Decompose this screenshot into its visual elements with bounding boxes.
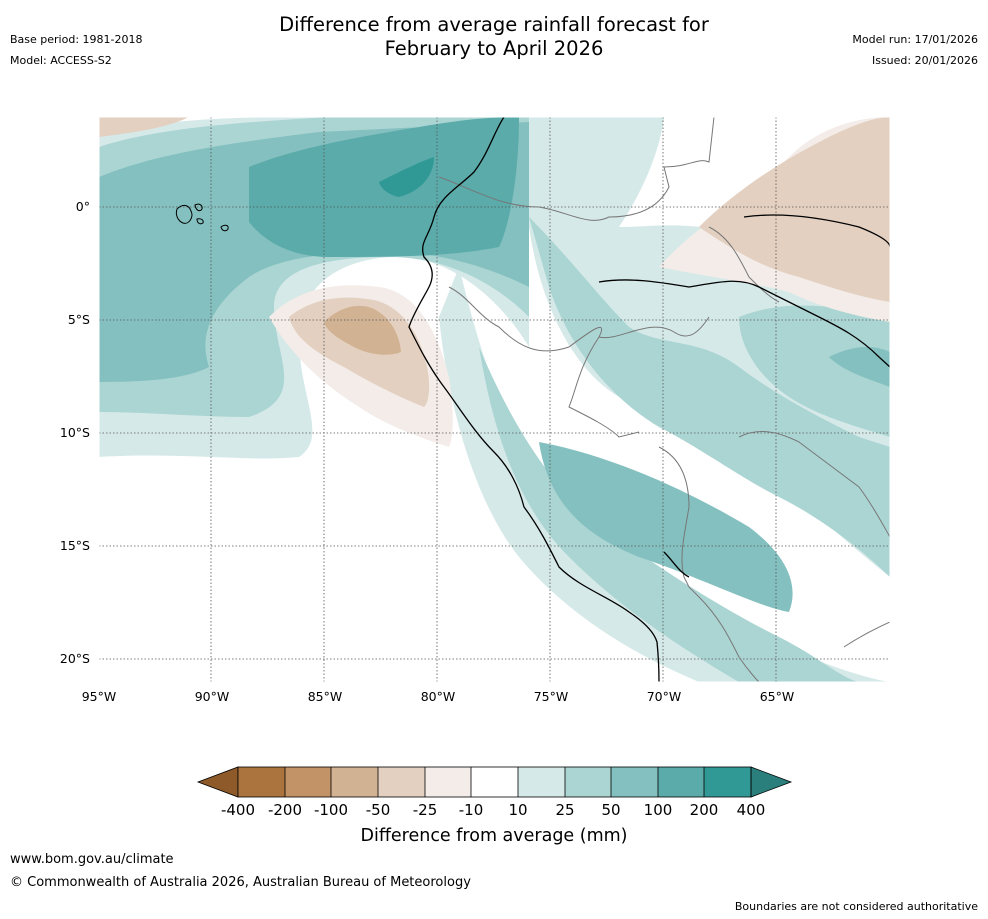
- colorbar-label: 25: [555, 801, 575, 819]
- colorbar-swatch-400-200: [238, 767, 285, 797]
- dry-zone-25-50-peru: [289, 297, 430, 407]
- title-line-1: Difference from average rainfall forecas…: [279, 13, 709, 36]
- model-name: Model: ACCESS-S2: [10, 54, 112, 67]
- wet-zone-50-100-east: [829, 347, 890, 387]
- colorbar-label: -400: [220, 801, 256, 819]
- lon-label-80w: 80°W: [420, 689, 456, 704]
- right-meta: Model run: 17/01/2026 Issued: 20/01/2026: [852, 33, 978, 67]
- lat-label-10s: 10°S: [59, 425, 90, 440]
- boundary-disclaimer: Boundaries are not considered authoritat…: [734, 900, 978, 913]
- left-meta: Base period: 1981-2018 Model: ACCESS-S2: [10, 33, 142, 67]
- lon-label-85w: 85°W: [307, 689, 343, 704]
- lat-label-20s: 20°S: [59, 651, 90, 666]
- lon-label-90w: 90°W: [194, 689, 230, 704]
- colorbar-label: 10: [508, 801, 528, 819]
- wet-zone-25-50-east-right: [739, 305, 890, 437]
- wet-zone-50-100-south: [539, 442, 793, 612]
- wet-zone-200-400-pacific: [379, 157, 434, 197]
- lat-label-5s: 5°S: [67, 312, 90, 327]
- colorbar-label: -50: [365, 801, 391, 819]
- lon-label-65w: 65°W: [759, 689, 795, 704]
- lat-label-0: 0°: [75, 199, 90, 214]
- map-title: Difference from average rainfall forecas…: [0, 13, 988, 61]
- colorbar-label: -10: [458, 801, 484, 819]
- colorbar-swatch-200-400: [704, 767, 751, 797]
- wet-zone-10-25-south: [439, 267, 890, 682]
- galapagos-islands: [175, 203, 229, 232]
- lat-label-15s: 15°S: [59, 538, 90, 553]
- colorbar-label: 50: [601, 801, 621, 819]
- website-link[interactable]: www.bom.gov.au/climate: [10, 852, 174, 867]
- wet-zone-25-50-south: [479, 347, 859, 682]
- model-run: Model run: 17/01/2026: [852, 33, 978, 46]
- colorbar-swatch-100-200: [658, 767, 704, 797]
- colorbar-swatch-25-50: [565, 767, 611, 797]
- base-period: Base period: 1981-2018: [10, 33, 143, 46]
- colorbar-swatch-10-25: [518, 767, 565, 797]
- colorbar-swatch-10-10: [471, 767, 518, 797]
- title-line-2: February to April 2026: [384, 37, 604, 60]
- colorbar: [196, 766, 793, 798]
- colorbar-label: 100: [643, 801, 673, 819]
- colorbar-swatch-50-100: [611, 767, 658, 797]
- colorbar-label: -100: [313, 801, 349, 819]
- lon-label-75w: 75°W: [533, 689, 569, 704]
- graticule: [99, 117, 890, 682]
- copyright-notice: © Commonwealth of Australia 2026, Austra…: [10, 875, 471, 890]
- wet-zone-25-50-east-main: [529, 217, 890, 577]
- rainfall-map: [99, 117, 890, 682]
- colorbar-label: 400: [736, 801, 766, 819]
- dry-zone-top-left: [99, 117, 189, 137]
- country-borders: [438, 117, 890, 682]
- issued-date: Issued: 20/01/2026: [871, 54, 978, 67]
- colorbar-swatch-100-50: [331, 767, 378, 797]
- colorbar-title: Difference from average (mm): [360, 826, 628, 846]
- colorbar-swatch-25-10: [425, 767, 471, 797]
- colorbar-label: -200: [267, 801, 303, 819]
- colorbar-label: 200: [689, 801, 719, 819]
- colorbar-swatch-below-400: [196, 766, 239, 798]
- colorbar-swatch-above-400: [750, 766, 793, 798]
- lon-label-70w: 70°W: [646, 689, 682, 704]
- lon-label-95w: 95°W: [81, 689, 117, 704]
- colorbar-swatch-200-100: [285, 767, 331, 797]
- colorbar-label: -25: [412, 801, 438, 819]
- dry-zone-25-50-north: [699, 117, 890, 302]
- colorbar-swatch-50-25: [378, 767, 425, 797]
- coastline: [408, 117, 890, 682]
- dry-zone-50-100-peru: [324, 305, 401, 355]
